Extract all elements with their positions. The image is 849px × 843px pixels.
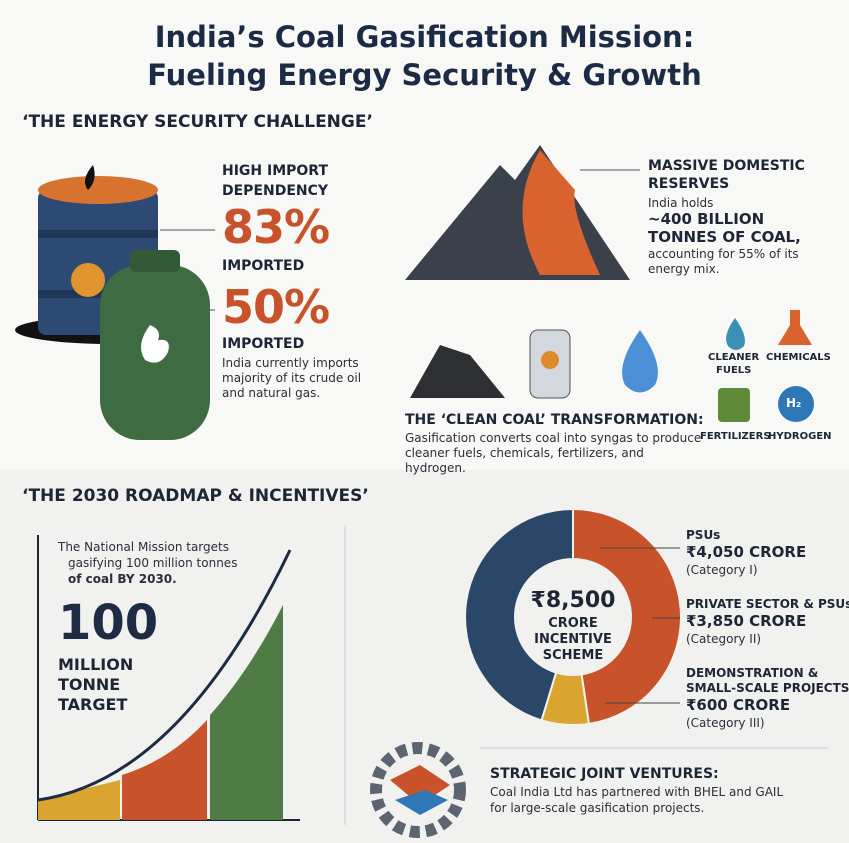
title: Fueling Energy Security & Growth bbox=[147, 58, 702, 92]
stat-figure: 50% bbox=[222, 280, 330, 334]
label: DEPENDENCY bbox=[222, 183, 329, 199]
chemical-icon bbox=[778, 310, 812, 345]
label: HIGH IMPORT bbox=[222, 163, 329, 179]
product-label: CLEANER bbox=[708, 352, 760, 363]
donut-center: SCHEME bbox=[542, 648, 604, 663]
note: The National Mission targets bbox=[58, 540, 229, 554]
segment-amount: ₹3,850 CRORE bbox=[686, 612, 807, 630]
title: India’s Coal Gasification Mission: bbox=[154, 20, 695, 54]
target-label: TARGET bbox=[58, 695, 128, 714]
segment-name: DEMONSTRATION & bbox=[686, 666, 819, 680]
segment-amount: ₹4,050 CRORE bbox=[686, 543, 807, 561]
stat-figure: 83% bbox=[222, 200, 330, 254]
cylinder-valve bbox=[130, 250, 180, 272]
syngas-flame bbox=[622, 330, 658, 393]
growth-bar bbox=[38, 780, 120, 820]
coal-pile bbox=[410, 345, 505, 398]
donut-segment bbox=[572, 507, 682, 725]
donut-segment bbox=[464, 507, 574, 722]
product-label: HYDROGEN bbox=[768, 431, 832, 442]
coal-seam bbox=[522, 150, 600, 275]
note: for large-scale gasification projects. bbox=[490, 801, 705, 815]
label: THE ‘CLEAN COAL’ TRANSFORMATION: bbox=[405, 412, 704, 428]
segment-amount: ₹600 CRORE bbox=[686, 696, 791, 714]
icon-label: H₂ bbox=[786, 396, 802, 410]
label: MASSIVE DOMESTIC bbox=[648, 158, 805, 174]
highlight: TONNES OF COAL, bbox=[648, 228, 801, 246]
note: Gasification converts coal into syngas t… bbox=[405, 431, 702, 475]
fertilizer-icon bbox=[718, 388, 750, 422]
gasifier-icon bbox=[541, 351, 559, 369]
stat-label: IMPORTED bbox=[222, 336, 305, 352]
segment-name: PSUs bbox=[686, 528, 721, 542]
hydrogen-icon bbox=[778, 386, 814, 422]
product-label: CHEMICALS bbox=[766, 352, 831, 363]
note: India holds bbox=[648, 196, 714, 210]
barrel-ring bbox=[38, 290, 158, 298]
note: of coal BY 2030. bbox=[68, 572, 177, 586]
incentive-donut bbox=[464, 507, 682, 726]
barrel-ring bbox=[38, 230, 158, 238]
section-heading: ‘THE 2030 ROADMAP & INCENTIVES’ bbox=[22, 486, 369, 506]
segment-name: SMALL-SCALE PROJECTS bbox=[686, 681, 849, 695]
segment-category: (Category I) bbox=[686, 563, 758, 577]
handshake-icon bbox=[395, 790, 448, 815]
note: Coal India Ltd has partnered with BHEL a… bbox=[490, 785, 784, 799]
segment-name: PRIVATE SECTOR & PSUs bbox=[686, 597, 849, 611]
coal-mountain bbox=[405, 145, 630, 280]
target-label: TONNE bbox=[58, 675, 121, 694]
donut-center: CRORE bbox=[548, 616, 598, 631]
oil-icon bbox=[71, 263, 105, 297]
gear-icon bbox=[370, 742, 466, 838]
oil-drop bbox=[84, 165, 95, 190]
fuel-icon bbox=[726, 318, 745, 350]
segment-category: (Category II) bbox=[686, 632, 762, 646]
stat-label: IMPORTED bbox=[222, 258, 305, 274]
segment-category: (Category III) bbox=[686, 716, 765, 730]
product-label: FUELS bbox=[716, 365, 752, 376]
target-figure: 100 bbox=[58, 595, 159, 651]
target-label: MILLION bbox=[58, 655, 134, 674]
note: gasifying 100 million tonnes bbox=[68, 556, 238, 570]
donut-center: INCENTIVE bbox=[534, 632, 612, 647]
growth-bar bbox=[122, 720, 207, 820]
barrel-top bbox=[38, 176, 158, 204]
highlight: ~400 BILLION bbox=[648, 210, 765, 228]
label: STRATEGIC JOINT VENTURES: bbox=[490, 766, 719, 782]
growth-curve bbox=[37, 549, 292, 802]
donut-center: ₹8,500 bbox=[530, 588, 616, 613]
label: RESERVES bbox=[648, 176, 730, 192]
note: accounting for 55% of its energy mix. bbox=[648, 247, 799, 276]
note: India currently imports majority of its … bbox=[222, 356, 362, 400]
growth-bar bbox=[210, 605, 283, 820]
product-label: FERTILIZERS bbox=[700, 431, 771, 442]
section-heading: ‘THE ENERGY SECURITY CHALLENGE’ bbox=[22, 112, 373, 132]
flame-icon bbox=[141, 325, 169, 363]
